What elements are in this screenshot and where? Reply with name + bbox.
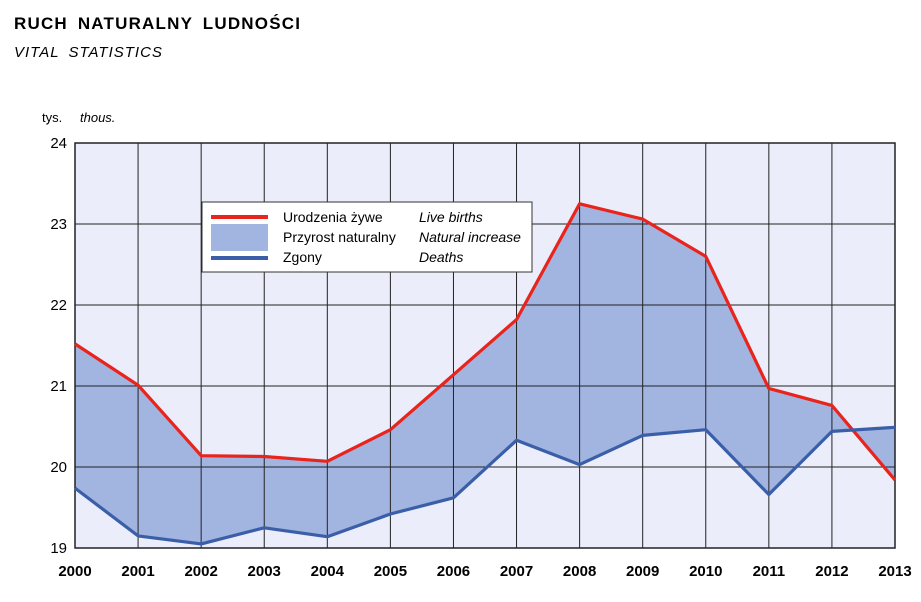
x-tick-label: 2000: [58, 563, 91, 580]
y-tick-label: 20: [50, 459, 67, 476]
x-tick-label: 2003: [248, 563, 281, 580]
legend-births-label-pl: Urodzenia żywe: [283, 209, 383, 225]
chart-subtitle: VITAL STATISTICS: [14, 44, 163, 61]
x-tick-label: 2006: [437, 563, 470, 580]
y-tick-label: 22: [50, 297, 67, 314]
legend-increase-label-pl: Przyrost naturalny: [283, 229, 396, 245]
y-tick-label: 23: [50, 216, 67, 233]
x-tick-label: 2007: [500, 563, 533, 580]
unit-label-pl: tys.: [42, 110, 62, 125]
births-line: [74, 202, 897, 482]
y-tick-label: 24: [50, 135, 67, 152]
y-tick-label: 21: [50, 378, 67, 395]
x-tick-label: 2009: [626, 563, 659, 580]
x-tick-label: 2004: [311, 563, 345, 580]
legend-increase-swatch: [211, 224, 268, 251]
x-tick-label: 2005: [374, 563, 407, 580]
x-tick-label: 2011: [753, 563, 786, 580]
x-tick-label: 2001: [121, 563, 154, 580]
legend-births-label-en: Live births: [419, 209, 483, 225]
x-tick-label: 2010: [689, 563, 722, 580]
unit-label-en: thous.: [80, 110, 115, 125]
legend: Urodzenia żywe Przyrost naturalny Zgony …: [201, 201, 533, 273]
chart-title: RUCH NATURALNY LUDNOŚCI: [14, 14, 302, 33]
x-tick-label: 2013: [878, 563, 911, 580]
legend-deaths-label-en: Deaths: [419, 249, 463, 265]
legend-deaths-label-pl: Zgony: [283, 249, 322, 265]
y-tick-label: 19: [50, 540, 67, 557]
legend-increase-label-en: Natural increase: [419, 229, 521, 245]
deaths-line: [74, 425, 896, 546]
x-tick-label: 2002: [184, 563, 217, 580]
x-tick-label: 2008: [563, 563, 596, 580]
x-tick-label: 2012: [815, 563, 848, 580]
